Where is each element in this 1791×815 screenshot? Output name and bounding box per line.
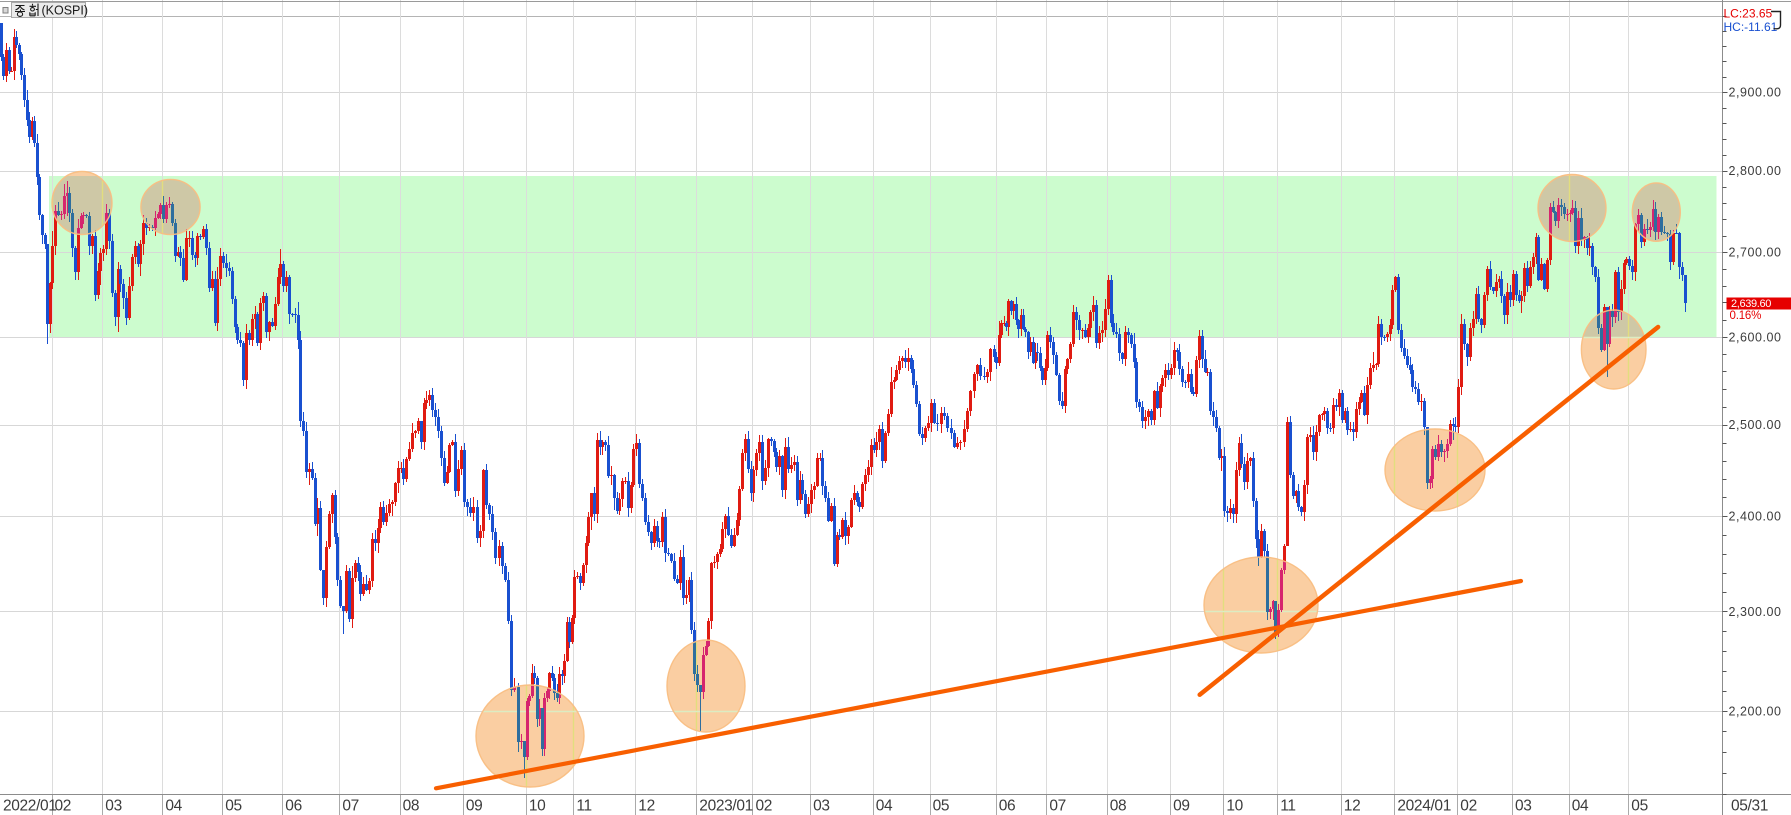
svg-text:11: 11 [576,798,591,815]
svg-text:08: 08 [1110,798,1127,815]
svg-text:02: 02 [756,798,773,815]
svg-text:2023/01: 2023/01 [699,798,753,815]
svg-text:05: 05 [933,798,950,815]
svg-text:05/31: 05/31 [1731,798,1768,815]
svg-text:07: 07 [342,798,359,815]
svg-text:2,639.60: 2,639.60 [1731,298,1771,310]
svg-text:2,600.00: 2,600.00 [1729,330,1782,344]
svg-text:(KOSPI): (KOSPI) [42,4,89,18]
svg-text:2,500.00: 2,500.00 [1729,418,1782,432]
svg-text:2024/01: 2024/01 [1397,798,1451,815]
svg-text:05: 05 [225,798,242,815]
svg-text:11: 11 [1280,798,1295,815]
svg-text:LC:23.65: LC:23.65 [1724,7,1773,21]
svg-text:02: 02 [55,798,72,815]
svg-text:2,900.00: 2,900.00 [1729,86,1782,100]
svg-text:12: 12 [638,798,655,815]
svg-text:06: 06 [285,798,302,815]
svg-text:03: 03 [105,798,122,815]
svg-text:09: 09 [1173,798,1190,815]
svg-text:02: 02 [1460,798,1477,815]
svg-text:10: 10 [529,798,546,815]
svg-text:06: 06 [999,798,1016,815]
svg-text:2022/01: 2022/01 [3,798,57,815]
svg-text:09: 09 [466,798,483,815]
svg-text:2,400.00: 2,400.00 [1729,510,1782,524]
svg-text:HC:-11.61: HC:-11.61 [1724,20,1778,34]
svg-text:04: 04 [1572,798,1589,815]
svg-text:07: 07 [1049,798,1066,815]
svg-text:12: 12 [1344,798,1361,815]
svg-text:10: 10 [1226,798,1243,815]
svg-text:2,300.00: 2,300.00 [1729,605,1782,619]
svg-text:04: 04 [876,798,893,815]
svg-text:2,800.00: 2,800.00 [1729,164,1782,178]
svg-text:03: 03 [1515,798,1532,815]
svg-text:08: 08 [403,798,420,815]
svg-text:04: 04 [165,798,182,815]
svg-text:0.16%: 0.16% [1730,310,1762,322]
svg-text:05: 05 [1631,798,1648,815]
svg-text:2,700.00: 2,700.00 [1729,246,1782,260]
svg-text:03: 03 [813,798,830,815]
svg-text:2,200.00: 2,200.00 [1729,705,1782,719]
